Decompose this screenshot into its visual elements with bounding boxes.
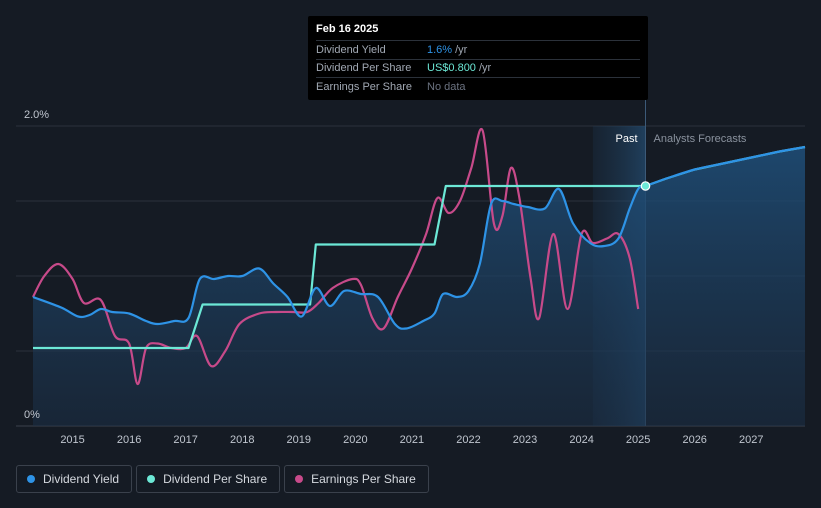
- x-tick-label: 2025: [626, 434, 650, 446]
- x-tick-label: 2024: [569, 434, 593, 446]
- legend-label: Dividend Per Share: [163, 472, 268, 486]
- tooltip-unit: /yr: [478, 62, 492, 75]
- tooltip-row-earnings-per-share: Earnings Per Share No data: [316, 77, 640, 96]
- x-tick-label: 2022: [456, 434, 480, 446]
- data-tooltip: Feb 16 2025 Dividend Yield 1.6% /yr Divi…: [308, 16, 648, 100]
- dividend-yield-area: [33, 147, 805, 426]
- tooltip-date: Feb 16 2025: [316, 23, 379, 35]
- legend-item-dividend-per-share[interactable]: Dividend Per Share: [136, 465, 281, 493]
- tooltip-unit: /yr: [455, 43, 468, 56]
- x-tick-label: 2026: [682, 434, 706, 446]
- legend-label: Earnings Per Share: [311, 472, 416, 486]
- x-tick-label: 2015: [60, 434, 84, 446]
- x-tick-label: 2018: [230, 434, 254, 446]
- forecast-label: Analysts Forecasts: [654, 133, 747, 145]
- tooltip-label: Earnings Per Share: [316, 80, 412, 93]
- x-tick-label: 2021: [400, 434, 424, 446]
- dividend-yield-line: [32, 145, 806, 330]
- legend-item-dividend-yield[interactable]: Dividend Yield: [16, 465, 133, 493]
- tooltip-row-dividend-per-share: Dividend Per Share US$0.800 /yr: [316, 58, 640, 78]
- x-tick-label: 2017: [173, 434, 197, 446]
- tooltip-value: 1.6%: [427, 43, 453, 56]
- x-tick-label: 2020: [343, 434, 367, 446]
- tooltip-label: Dividend Yield: [316, 43, 386, 56]
- legend-label: Dividend Yield: [43, 472, 120, 486]
- current-value-marker: [640, 181, 651, 191]
- tooltip-value: US$0.800: [427, 62, 476, 75]
- x-tick-label: 2019: [287, 434, 311, 446]
- chart-legend: Dividend Yield Dividend Per Share Earnin…: [16, 465, 429, 493]
- earnings-per-share-line: [32, 127, 640, 386]
- legend-dot-icon: [27, 475, 35, 483]
- y-tick-label: 0%: [24, 409, 40, 421]
- tooltip-value: No data: [427, 80, 466, 93]
- past-label: Past: [615, 133, 637, 145]
- tooltip-row-dividend-yield: Dividend Yield 1.6% /yr: [316, 40, 640, 59]
- legend-item-earnings-per-share[interactable]: Earnings Per Share: [284, 465, 429, 493]
- x-tick-label: 2016: [117, 434, 141, 446]
- legend-dot-icon: [295, 475, 304, 483]
- y-tick-label: 2.0%: [24, 109, 49, 121]
- x-tick-label: 2023: [513, 434, 537, 446]
- legend-dot-icon: [147, 475, 156, 483]
- x-tick-label: 2027: [739, 434, 763, 446]
- tooltip-label: Dividend Per Share: [316, 62, 412, 75]
